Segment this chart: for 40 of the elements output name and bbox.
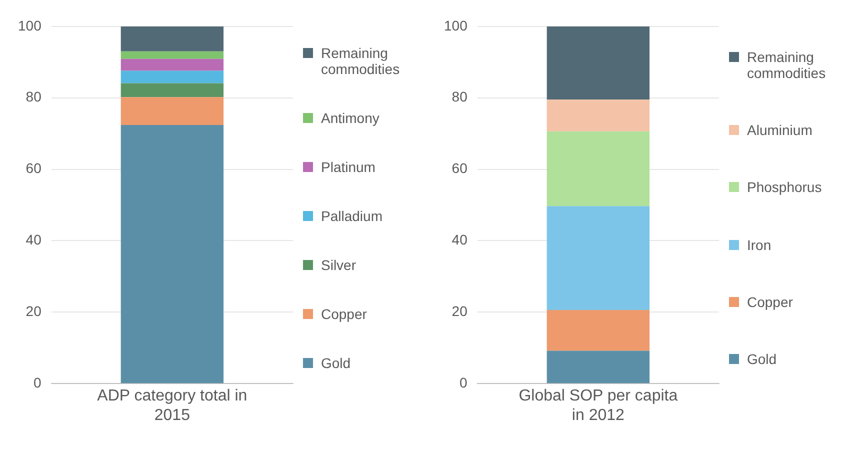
bar (120, 58, 224, 71)
bar (120, 97, 224, 125)
y-tick-label: 60 (26, 160, 42, 176)
x-tick-label: Global SOP per capita in 2012 (518, 388, 678, 424)
legend-label: Gold (747, 351, 777, 368)
bar (546, 100, 650, 132)
y-tick-label: 20 (452, 303, 468, 320)
bar (120, 26, 224, 52)
legend-label: Iron (747, 236, 772, 253)
bar (120, 51, 224, 59)
legend-label: Aluminium (747, 122, 812, 138)
legend-label: Copper (747, 294, 793, 310)
legend-label: Palladium (321, 208, 382, 224)
y-tick-label: 0 (34, 374, 42, 390)
legend-label: Copper (321, 306, 367, 322)
legend-label: Silver (321, 257, 356, 274)
legend-label: Gold (321, 355, 351, 372)
y-tick-label: 80 (452, 88, 468, 105)
y-tick-label: 20 (26, 303, 42, 320)
bar (546, 26, 650, 100)
y-tick-label: 80 (26, 88, 42, 105)
bar (120, 124, 224, 384)
bar (120, 83, 224, 98)
y-tick-label: 100 (444, 17, 468, 34)
y-tick-label: 40 (452, 232, 468, 248)
legend-label: Phosphorus (747, 179, 822, 196)
legend-label: Antimony (321, 110, 380, 126)
legend-label: Platinum (321, 158, 376, 175)
y-tick-label: 100 (18, 17, 42, 34)
legend-label: Remaining commodities (321, 44, 401, 77)
x-tick-label: ADP category total in 2015 (97, 388, 248, 424)
y-tick-label: 60 (452, 160, 468, 176)
bar (120, 70, 224, 84)
bar (546, 350, 650, 384)
bar (546, 310, 650, 351)
bar (546, 131, 650, 206)
legend-label: Remaining commodities (747, 48, 827, 81)
bar (546, 206, 650, 310)
y-tick-label: 40 (26, 232, 42, 248)
y-tick-label: 0 (460, 374, 468, 390)
